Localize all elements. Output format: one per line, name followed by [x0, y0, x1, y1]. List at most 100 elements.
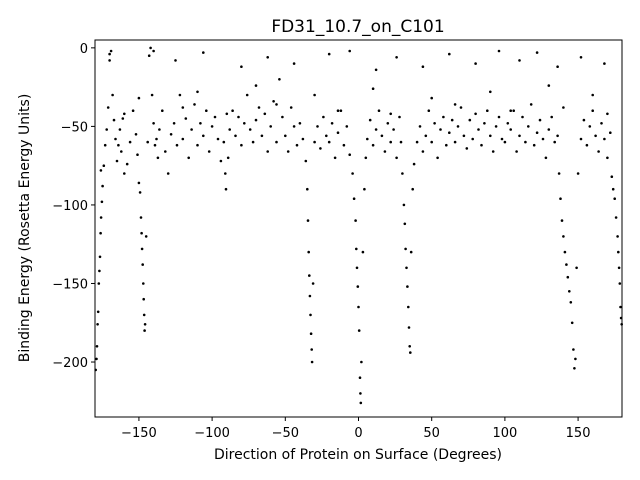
scatter-point [453, 140, 457, 144]
x-tick-label: −50 [272, 426, 299, 441]
scatter-point [308, 274, 311, 277]
scatter-point [117, 143, 120, 147]
scatter-point [213, 115, 217, 119]
scatter-point [383, 150, 387, 153]
scatter-point [462, 134, 466, 138]
scatter-point [456, 125, 460, 128]
scatter-point [289, 106, 293, 109]
scatter-point [301, 137, 305, 141]
scatter-point [453, 103, 457, 106]
scatter-point [594, 134, 597, 138]
scatter-point [181, 137, 185, 141]
scatter-point [512, 109, 515, 112]
scatter-point [269, 125, 273, 128]
scatter-point [245, 93, 249, 97]
scatter-point [556, 65, 559, 68]
scatter-point [477, 128, 480, 131]
scatter-point [156, 156, 160, 160]
scatter-point [152, 49, 155, 53]
scatter-point [406, 285, 409, 288]
scatter-point [562, 106, 565, 109]
scatter-point [134, 133, 138, 136]
scatter-point [120, 150, 123, 153]
scatter-point [263, 112, 267, 116]
scatter-point [101, 184, 104, 188]
x-tick-label: −150 [121, 426, 157, 441]
scatter-point [207, 150, 211, 153]
scatter-point [518, 59, 521, 62]
scatter-point [448, 131, 451, 134]
scatter-point [123, 112, 126, 116]
scatter-point [96, 323, 99, 326]
scatter-point [404, 247, 407, 251]
scatter-point [210, 125, 214, 128]
scatter-point [309, 332, 313, 336]
scatter-point [118, 128, 122, 131]
scatter-point [309, 313, 312, 317]
scatter-point [199, 122, 202, 125]
scatter-point [131, 109, 135, 112]
scatter-point [618, 282, 622, 285]
scatter-point [306, 219, 310, 222]
scatter-point [298, 122, 302, 125]
scatter-point [560, 219, 564, 222]
scatter-point [357, 329, 361, 332]
scatter-point [489, 134, 492, 138]
scatter-point [566, 275, 570, 279]
scatter-point [102, 164, 106, 167]
scatter-point [224, 187, 228, 191]
scatter-point [562, 235, 565, 238]
scatter-point [281, 115, 284, 119]
scatter-point [557, 172, 561, 175]
scatter-point [509, 128, 512, 131]
scatter-point [547, 84, 551, 87]
scatter-point [421, 65, 425, 68]
y-tick-label: −50 [61, 120, 88, 135]
scatter-point [405, 266, 408, 270]
scatter-point [95, 345, 99, 348]
scatter-point [109, 49, 113, 53]
scatter-point [181, 106, 185, 109]
scatter-point [219, 159, 223, 163]
scatter-point [600, 122, 603, 125]
scatter-point [380, 134, 384, 138]
scatter-point [345, 125, 349, 128]
scatter-point [196, 90, 199, 94]
scatter-point [313, 93, 316, 97]
scatter-point [407, 326, 411, 329]
scatter-point [556, 134, 559, 138]
scatter-point [150, 93, 154, 97]
scatter-point [123, 172, 126, 175]
scatter-point [112, 118, 116, 122]
scatter-point [424, 134, 428, 138]
y-axis-label: Binding Energy (Rosetta Energy Units) [17, 94, 33, 363]
scatter-point [142, 297, 145, 301]
scatter-point [603, 137, 606, 141]
scatter-point [311, 282, 315, 285]
scatter-point [352, 197, 356, 200]
scatter-point [361, 250, 365, 254]
scatter-point [374, 68, 378, 72]
scatter-point [333, 156, 337, 160]
scatter-point [448, 52, 451, 56]
scatter-point [524, 140, 527, 144]
scatter-point [570, 321, 574, 325]
scatter-point [442, 115, 445, 119]
scatter-point [248, 128, 252, 131]
scatter-point [591, 109, 594, 112]
scatter-point [500, 137, 504, 141]
scatter-point [603, 62, 606, 65]
scatter-point [563, 250, 567, 254]
scatter-point [141, 263, 144, 266]
scatter-point [164, 150, 167, 153]
scatter-point [597, 150, 600, 153]
scatter-point [411, 187, 415, 191]
scatter-point [105, 128, 108, 131]
x-tick-label: 50 [423, 426, 440, 441]
scatter-point [103, 143, 107, 147]
scatter-point [292, 125, 296, 128]
scatter-point [140, 247, 144, 251]
scatter-point [401, 172, 404, 175]
scatter-point [237, 115, 240, 119]
